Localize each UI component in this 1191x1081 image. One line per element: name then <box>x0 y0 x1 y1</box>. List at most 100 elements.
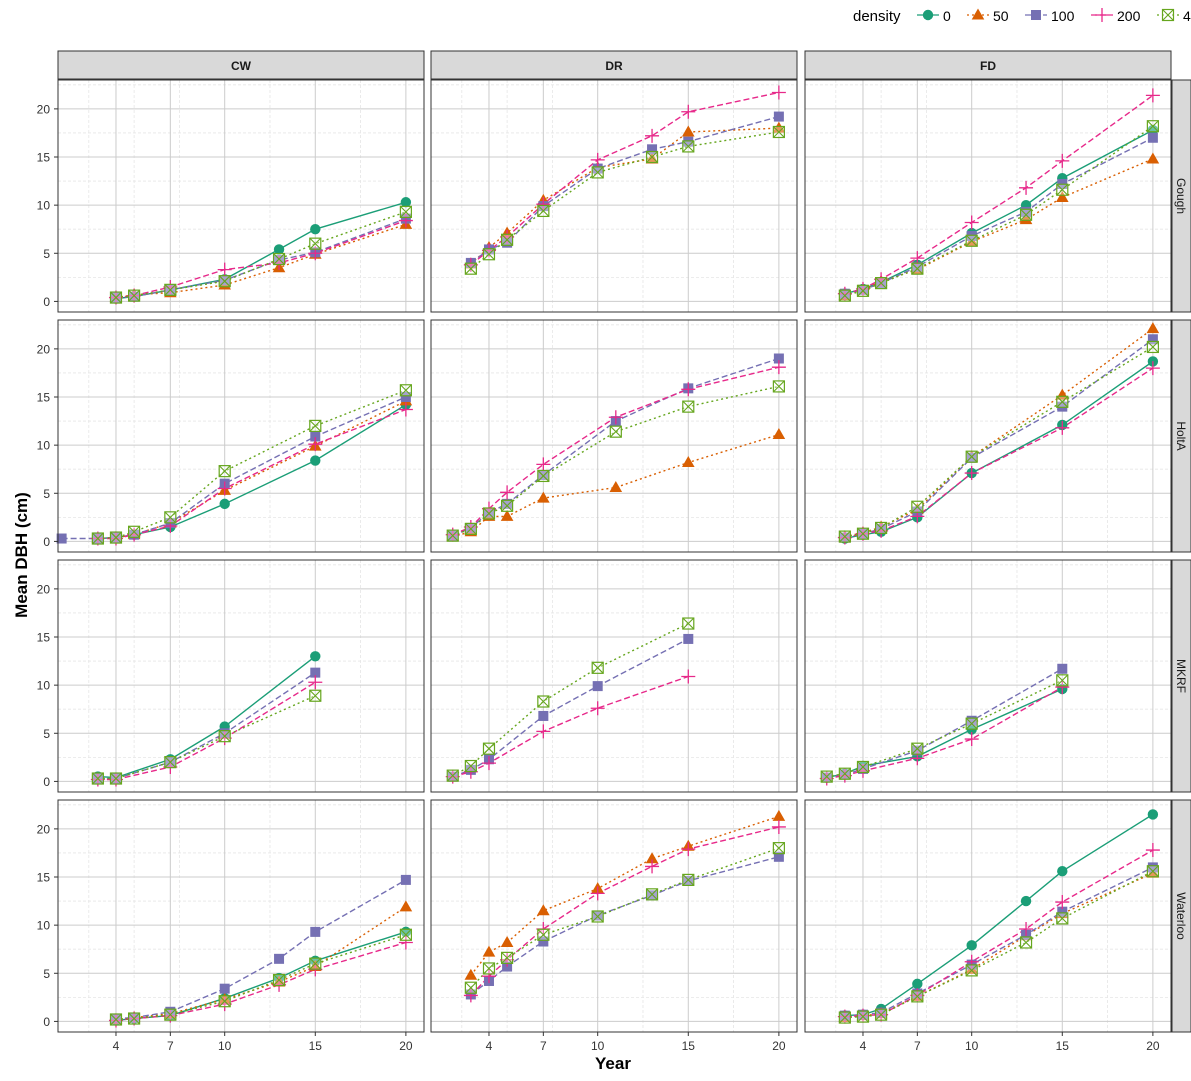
point-200 <box>463 519 478 534</box>
series-line-50 <box>452 433 780 538</box>
point-400 <box>838 1011 851 1024</box>
y-tick-label: 0 <box>43 295 50 309</box>
point-100 <box>1057 663 1068 674</box>
point-200 <box>398 935 413 950</box>
point-50 <box>537 904 550 916</box>
y-tick-label: 20 <box>37 582 51 596</box>
point-400 <box>820 770 833 783</box>
point-400 <box>874 1008 888 1021</box>
strip-row-label: HoltA <box>1174 421 1188 450</box>
strip-row-box <box>1171 79 1191 313</box>
point-400 <box>500 499 514 512</box>
point-400 <box>591 166 604 179</box>
series-line-100 <box>470 856 780 996</box>
point-0 <box>912 978 923 990</box>
point-200 <box>681 104 696 119</box>
point-400 <box>482 507 496 520</box>
y-tick-label: 10 <box>37 679 51 693</box>
series-line-200 <box>470 91 780 266</box>
point-400 <box>218 730 231 743</box>
strip-col-box <box>430 50 798 80</box>
x-tick-label: 10 <box>591 1039 605 1053</box>
point-400 <box>772 842 785 855</box>
point-50 <box>500 935 514 947</box>
point-100 <box>538 936 549 947</box>
point-400 <box>911 262 924 275</box>
x-tick-label: 15 <box>682 1039 696 1053</box>
point-100 <box>683 633 694 644</box>
x-tick-label: 7 <box>914 1039 921 1053</box>
point-400 <box>91 772 104 785</box>
x-tick-label: 15 <box>309 1039 323 1053</box>
point-100 <box>56 533 67 544</box>
point-200 <box>308 675 323 690</box>
legend-entry-0: 0 <box>917 8 951 24</box>
point-0 <box>1147 124 1159 136</box>
point-200 <box>536 197 551 212</box>
point-400 <box>464 522 477 535</box>
point-400 <box>645 888 659 901</box>
point-400 <box>127 289 141 302</box>
point-100 <box>592 910 603 921</box>
point-200 <box>1019 921 1034 936</box>
point-400 <box>911 742 924 755</box>
point-400 <box>218 275 231 288</box>
point-200 <box>1145 843 1160 858</box>
point-50 <box>772 428 786 440</box>
strip-row-label: Gough <box>1174 178 1188 214</box>
point-0 <box>310 455 321 466</box>
point-200 <box>964 466 979 481</box>
point-400 <box>682 617 695 630</box>
point-400 <box>164 283 177 296</box>
point-400 <box>965 450 978 463</box>
point-400 <box>464 981 477 994</box>
point-400 <box>464 262 477 275</box>
panel-DR-Waterloo: 4 7 10 15 20 <box>430 799 798 1053</box>
point-100 <box>683 875 694 886</box>
point-200 <box>590 886 605 901</box>
point-400 <box>464 759 477 773</box>
point-200 <box>500 229 515 244</box>
point-200 <box>874 523 889 538</box>
y-tick-label: 10 <box>37 919 51 933</box>
point-0 <box>310 224 321 235</box>
point-200 <box>536 724 551 739</box>
point-400 <box>399 205 412 218</box>
point-200 <box>837 768 852 783</box>
panel-background <box>58 80 424 312</box>
x-tick-label: 10 <box>218 1039 232 1053</box>
point-200 <box>217 262 232 277</box>
point-400 <box>682 400 695 413</box>
legend-key-marker <box>1031 10 1041 20</box>
y-tick-label: 15 <box>37 871 51 885</box>
point-200 <box>1055 420 1070 435</box>
point-100 <box>647 890 658 901</box>
point-400 <box>537 469 550 483</box>
series-line-200 <box>452 366 780 536</box>
panel-background <box>58 320 424 552</box>
series-line-400 <box>470 131 780 270</box>
point-100 <box>1057 906 1068 917</box>
y-tick-label: 15 <box>37 631 51 645</box>
point-100 <box>773 851 784 862</box>
panel-background <box>431 560 797 792</box>
point-200 <box>398 402 413 417</box>
y-tick-label: 0 <box>43 775 50 789</box>
point-400 <box>127 525 141 538</box>
point-400 <box>1056 674 1069 687</box>
strip-row-label: MKRF <box>1174 659 1188 693</box>
x-tick-label: 4 <box>486 1039 493 1053</box>
point-100 <box>400 392 411 403</box>
panel-DR-Gough <box>430 79 798 313</box>
point-400 <box>500 233 514 246</box>
point-200 <box>964 954 979 969</box>
point-200 <box>217 481 232 496</box>
strip-col-box <box>57 50 425 80</box>
point-400 <box>772 380 785 393</box>
point-50 <box>609 481 623 493</box>
point-400 <box>164 511 177 524</box>
point-400 <box>911 500 924 513</box>
y-tick-label: 20 <box>37 102 51 116</box>
panel-DR-HoltA <box>430 319 798 553</box>
